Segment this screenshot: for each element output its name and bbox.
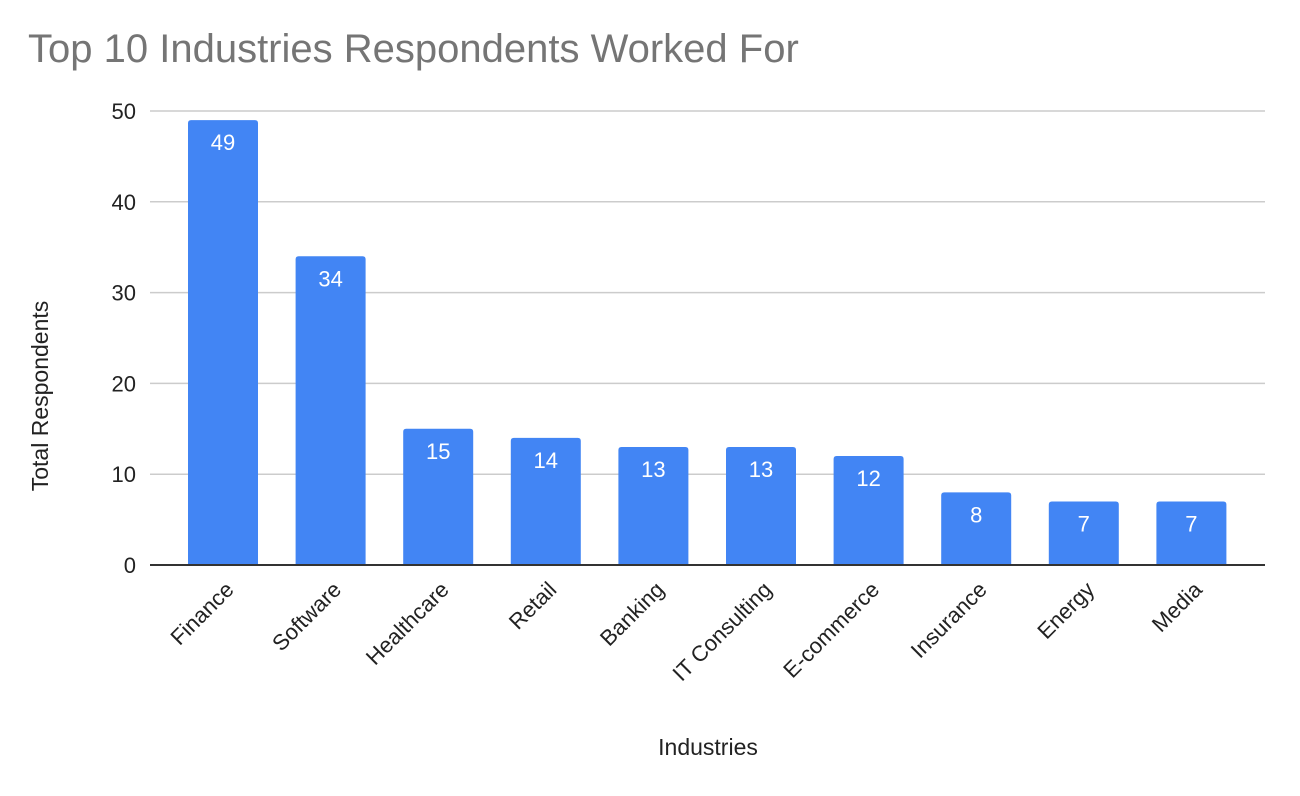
x-tick-label: Finance (166, 577, 239, 650)
bar-value-label: 14 (534, 448, 558, 473)
bars: 49 34 15 14 13 13 12 8 7 7 (188, 120, 1227, 565)
bar-value-label: 7 (1185, 511, 1197, 536)
bar-group: 12 (833, 456, 904, 565)
bar (1048, 501, 1119, 565)
x-tick-label: Healthcare (361, 577, 454, 670)
bar (941, 492, 1012, 565)
bar-value-label: 34 (318, 266, 342, 291)
y-axis-title: Total Respondents (27, 301, 53, 492)
bar-value-label: 8 (970, 502, 982, 527)
bar-group: 49 (188, 120, 258, 565)
x-tick-label: IT Consulting (667, 577, 776, 686)
y-tick-label: 40 (112, 190, 136, 215)
x-tick-label: E-commerce (778, 577, 884, 683)
chart-title: Top 10 Industries Respondents Worked For (28, 27, 799, 71)
bar-value-label: 13 (749, 457, 773, 482)
bar (188, 120, 258, 565)
bar-group: 14 (510, 437, 581, 565)
bar-group: 15 (403, 428, 474, 565)
bar-group: 34 (295, 256, 366, 565)
bar-value-label: 13 (641, 457, 665, 482)
x-tick-label: Banking (595, 577, 669, 651)
y-axis-ticks: 0 10 20 30 40 50 (112, 99, 136, 578)
bar (295, 256, 366, 565)
bar (403, 428, 474, 565)
bar (726, 446, 796, 565)
bar-group: 8 (941, 492, 1012, 565)
bar (1156, 501, 1227, 565)
bar-value-label: 49 (211, 130, 235, 155)
y-tick-label: 0 (124, 553, 136, 578)
bar-value-label: 7 (1078, 511, 1090, 536)
y-tick-label: 20 (112, 371, 136, 396)
x-axis-ticks: Finance Software Healthcare Retail BankingIT… (166, 576, 1208, 686)
bar (618, 446, 689, 565)
bar-group: 7 (1156, 501, 1227, 565)
x-axis-title: Industries (658, 734, 758, 760)
x-tick-label: Software (267, 577, 346, 656)
bar-group: 13 (618, 446, 689, 565)
x-tick-label: Insurance (906, 577, 992, 663)
x-tick-label: Media (1147, 576, 1208, 637)
bar-group: 7 (1048, 501, 1119, 565)
bar (510, 437, 581, 565)
bar (833, 456, 904, 565)
x-tick-label: Energy (1032, 577, 1099, 644)
bar-value-label: 12 (856, 466, 880, 491)
bar-group: 13 (726, 446, 796, 565)
x-tick-label: Retail (504, 577, 561, 634)
y-tick-label: 50 (112, 99, 136, 124)
y-tick-label: 10 (112, 462, 136, 487)
bar-value-label: 15 (426, 439, 450, 464)
y-tick-label: 30 (112, 281, 136, 306)
